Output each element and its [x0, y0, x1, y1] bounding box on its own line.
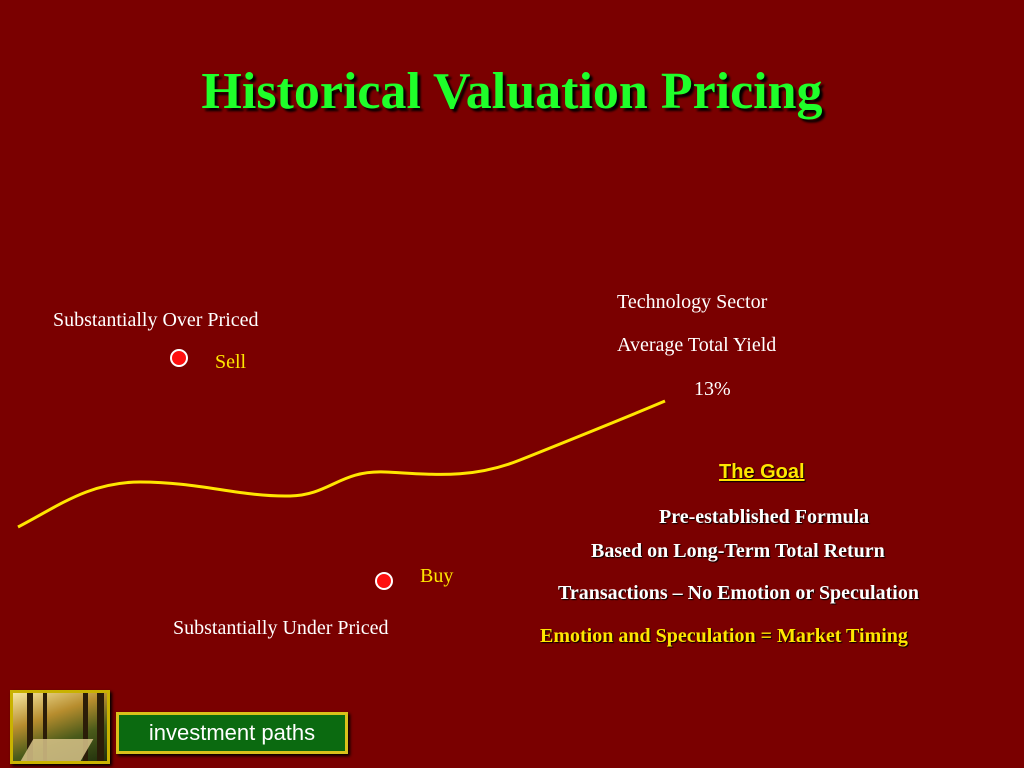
sell-marker [170, 349, 188, 367]
buy-label: Buy [420, 565, 454, 587]
yield-value: 13% [694, 378, 731, 400]
avg-total-yield-label: Average Total Yield [617, 334, 777, 356]
tech-sector-label: Technology Sector [617, 291, 768, 313]
brand-badge: investment paths [116, 712, 348, 754]
goal-heading: The Goal [719, 461, 805, 483]
under-priced-label: Substantially Under Priced [173, 617, 389, 639]
goal-line-return: Based on Long-Term Total Return [591, 540, 885, 562]
price-curve-line [17, 399, 666, 529]
goal-line-transactions: Transactions – No Emotion or Speculation [558, 582, 919, 604]
buy-marker [375, 572, 393, 590]
goal-line-formula: Pre-established Formula [659, 506, 870, 528]
sell-label: Sell [215, 351, 247, 373]
brand-label: investment paths [148, 720, 316, 745]
page-title: Historical Valuation Pricing [201, 63, 823, 120]
forest-path-image [10, 690, 110, 764]
over-priced-label: Substantially Over Priced [53, 309, 259, 331]
goal-line-market-timing: Emotion and Speculation = Market Timing [540, 625, 908, 647]
